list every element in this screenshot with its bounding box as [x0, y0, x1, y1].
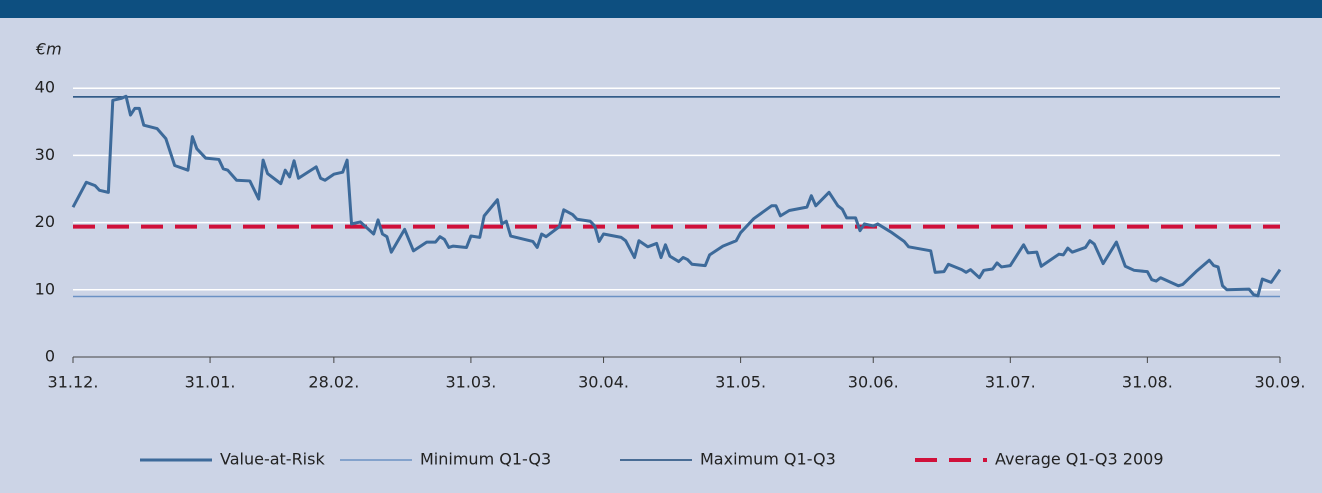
x-tick-label: 31.12.: [48, 373, 99, 392]
y-tick-label: 30: [35, 145, 55, 164]
x-tick-label: 30.06.: [848, 373, 899, 392]
x-tick-label: 31.07.: [985, 373, 1036, 392]
x-tick-label: 31.08.: [1122, 373, 1173, 392]
legend-label: Minimum Q1-Q3: [420, 450, 551, 469]
y-tick-label: 40: [35, 78, 55, 97]
y-axis-label: €m: [35, 40, 62, 59]
legend-label: Average Q1-Q3 2009: [995, 450, 1164, 469]
y-tick-label: 10: [35, 279, 55, 298]
line-series: [71, 94, 1282, 298]
header-bar: [0, 0, 1322, 18]
legend-label: Value-at-Risk: [220, 450, 325, 469]
x-tick-label: 30.04.: [578, 373, 629, 392]
y-tick-label: 0: [45, 347, 55, 366]
legend-label: Maximum Q1-Q3: [700, 450, 836, 469]
x-tick-label: 31.01.: [185, 373, 236, 392]
x-tick-label: 30.09.: [1255, 373, 1306, 392]
x-tick-label: 31.05.: [715, 373, 766, 392]
x-tick-label: 28.02.: [308, 373, 359, 392]
x-tick-label: 31.03.: [445, 373, 496, 392]
y-tick-label: 20: [35, 212, 55, 231]
